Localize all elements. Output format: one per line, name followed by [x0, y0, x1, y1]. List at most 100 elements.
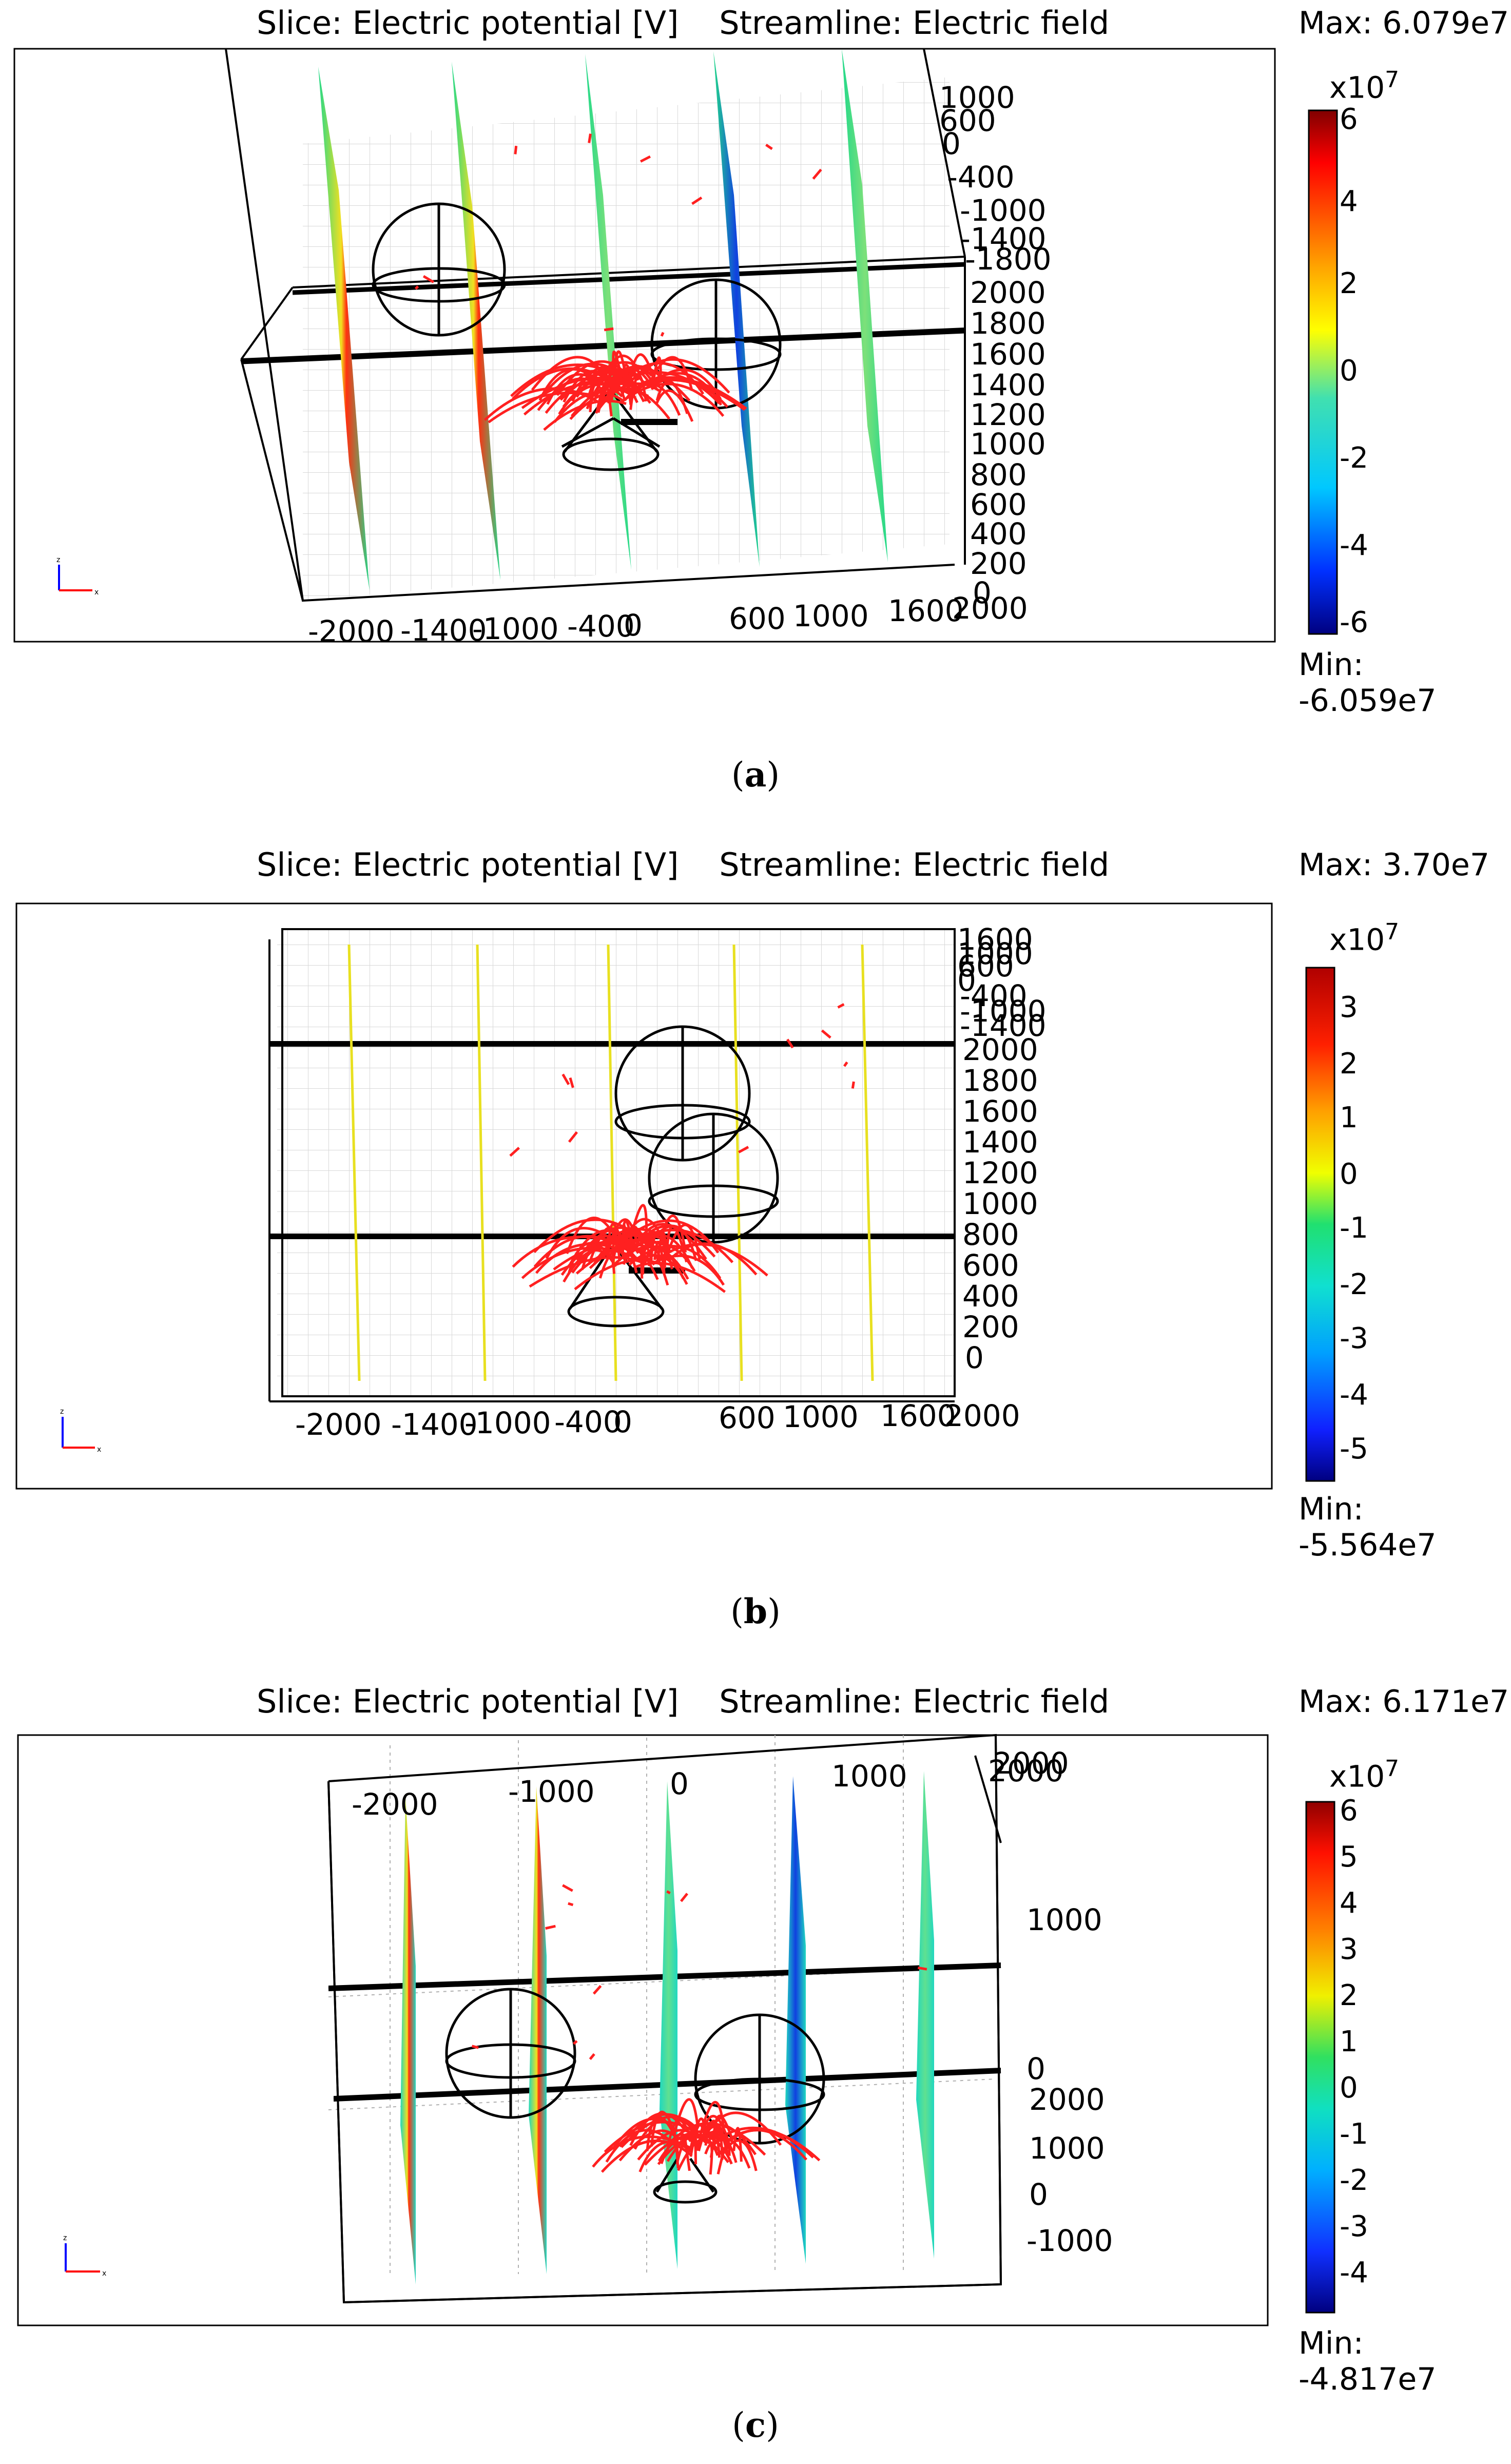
y-tick: 200: [970, 546, 1027, 581]
streamline: [541, 362, 629, 396]
streamline: [509, 1147, 520, 1157]
streamline: [843, 1061, 848, 1067]
streamline: [694, 2131, 698, 2165]
y-tick: 0: [1029, 2177, 1048, 2212]
y-tick: 2000: [1029, 2082, 1105, 2117]
y-tick: 600: [970, 487, 1027, 522]
colorbar-tick: 1: [1340, 2025, 1358, 2058]
y-tick: 1600: [962, 1094, 1038, 1129]
streamline: [634, 378, 746, 411]
slice-4: [713, 51, 760, 567]
streamline: [546, 373, 602, 405]
panel-b-canvas: -2000 -1400 -1000 -400 0 600 1000 1600 2…: [15, 902, 1335, 1490]
plot-title-a: Slice: Electric potential [V] Streamline…: [257, 4, 1110, 42]
x-tick: 1000: [831, 1759, 907, 1794]
colorbar-tick: 0: [1340, 1158, 1358, 1191]
max-label-b: Max: 3.70e7: [1299, 847, 1490, 883]
streamline: [616, 372, 632, 405]
streamline: [514, 145, 518, 155]
streamline: [851, 1081, 855, 1089]
axis-triad-c: z x: [63, 2234, 106, 2278]
panel-a-canvas: -2000 -1400 -1000 -400 0 600 1000 1600 2…: [13, 48, 1338, 649]
streamline: [656, 1232, 667, 1268]
y-tick: 1200: [970, 397, 1046, 432]
slice-5: [842, 49, 888, 562]
streamline: [821, 1029, 831, 1039]
colorbar-tick: -4: [1340, 1378, 1368, 1412]
streamline: [629, 2112, 687, 2146]
streamline: [628, 1204, 648, 1242]
slices-b: [347, 944, 874, 1381]
plot-title-c: Slice: Electric potential [V] Streamline…: [257, 1683, 1110, 1720]
streamline: [637, 1254, 688, 1285]
streamline: [610, 368, 629, 400]
caption-c: (c): [732, 2405, 779, 2445]
y-tick: 400: [962, 1279, 1019, 1314]
x-tick: -1000: [472, 611, 559, 646]
y-tick: 600: [962, 1248, 1019, 1283]
triad-x-label: x: [97, 1446, 101, 1454]
streamline: [545, 1227, 614, 1260]
streamline: [680, 1893, 688, 1902]
y-tick: 1000: [1029, 2131, 1105, 2166]
y-tick: 1000: [1026, 1902, 1102, 1937]
colorbar-exponent-b: x107: [1329, 919, 1400, 957]
x-tick: 600: [729, 601, 786, 636]
slice-2: [529, 1786, 547, 2274]
min-label-b: Min: -5.564e7: [1299, 1491, 1437, 1563]
streamline: [414, 285, 419, 290]
x-tick: -1000: [508, 1774, 595, 1809]
x-tick: -1400: [391, 1407, 478, 1442]
y-tick: 1400: [970, 368, 1046, 402]
x-tick: 0: [670, 1766, 689, 1801]
x-tick: 1600: [888, 593, 964, 628]
top-ticks-c: -2000 -1000 0 1000 2000: [352, 1754, 1064, 1822]
y-tick: -400: [947, 160, 1015, 195]
y-tick: 1600: [957, 922, 1033, 957]
streamline: [648, 1230, 673, 1269]
colorbar-exponent-c: x107: [1329, 1756, 1400, 1794]
y-tick: -1400: [960, 221, 1047, 256]
colorbar-tick: 6: [1340, 1794, 1358, 1827]
streamline: [593, 1234, 655, 1265]
colorbar-tick: 4: [1340, 185, 1358, 218]
x-tick: 1000: [793, 599, 869, 633]
triad-z-label: z: [60, 1408, 64, 1416]
streamline: [604, 327, 614, 332]
streamline: [712, 2138, 751, 2169]
streamline: [651, 356, 662, 390]
x-tick: 1000: [783, 1399, 859, 1434]
streamline: [640, 155, 651, 163]
streamline: [732, 2127, 743, 2162]
colorbar-tick: 3: [1340, 1933, 1358, 1966]
streamline: [670, 1242, 758, 1276]
y-tick: 1000: [957, 936, 1033, 971]
colorbar-tick: -6: [1340, 606, 1368, 639]
streamline: [704, 2143, 713, 2175]
y-tick: -400: [960, 978, 1028, 1013]
cone-base-c: [653, 2180, 718, 2204]
slice-3: [607, 944, 617, 1381]
colorbar-tick: -5: [1340, 1432, 1368, 1466]
beam-lines-a: [241, 262, 965, 364]
colorbar-tick: -1: [1340, 1211, 1368, 1245]
right-ticks-a: 1000 600 0 -400 -1000 -1400 -1800 2000 1…: [939, 80, 1052, 610]
axis-triad-a: z x: [56, 556, 99, 596]
colorbar-tick: 3: [1340, 991, 1358, 1024]
slice-5: [916, 1771, 934, 2259]
streamline: [568, 1902, 574, 1907]
streamline: [655, 380, 689, 414]
streamline: [560, 1240, 655, 1276]
y-tick: 1000: [970, 427, 1046, 461]
slice-1: [318, 67, 370, 590]
cone-base-b: [567, 1296, 665, 1327]
streamlines-a: [414, 133, 822, 431]
x-tick: 2000: [944, 1398, 1020, 1433]
y-tick: 1000: [962, 1186, 1038, 1221]
axis-triad-b: z x: [60, 1408, 101, 1454]
streamline: [691, 196, 703, 205]
x-tick: 1600: [880, 1398, 956, 1433]
y-tick: 1800: [970, 306, 1046, 341]
domain-box-a: [225, 48, 966, 602]
plot-box-c: [17, 1734, 1269, 2326]
